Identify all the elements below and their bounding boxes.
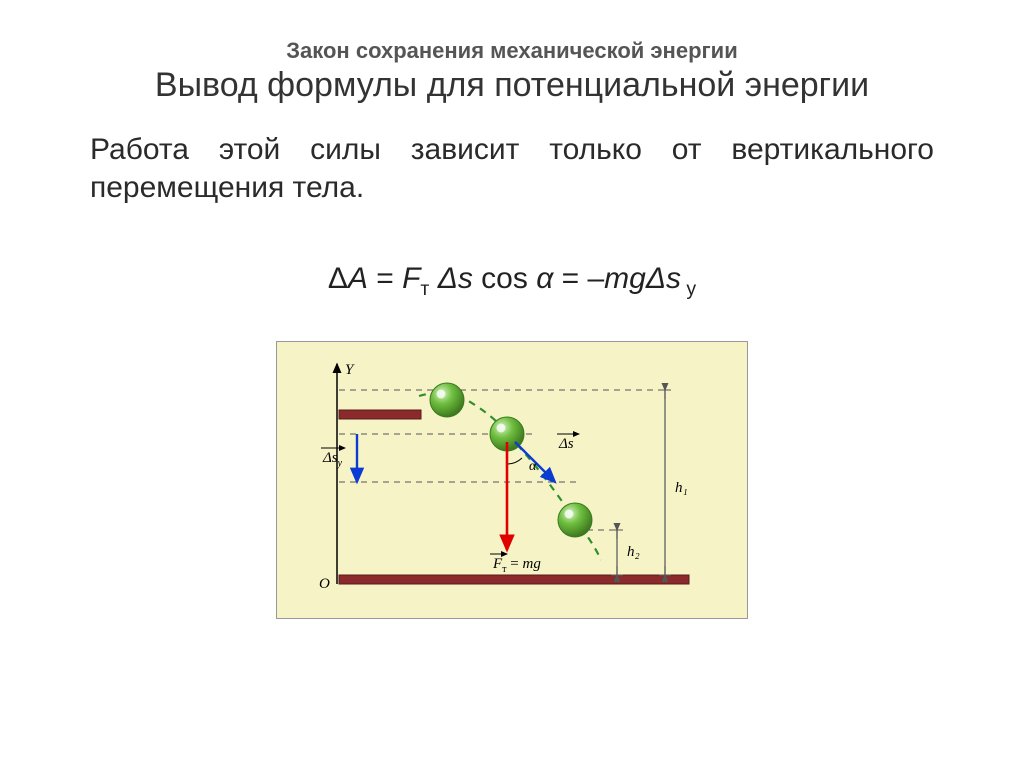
physics-diagram: YOΔsyΔsαFт = mgh₁h₂ [276, 341, 748, 619]
slide-pretitle: Закон сохранения механической энергии [60, 38, 964, 64]
svg-text:Δs: Δs [558, 436, 574, 452]
svg-text:h₂: h₂ [627, 544, 640, 560]
slide-title: Вывод формулы для потенциальной энергии [60, 66, 964, 105]
svg-text:O: O [319, 576, 330, 592]
svg-text:h₁: h₁ [675, 480, 688, 496]
body-paragraph: Работа этой силы зависит только от верти… [90, 131, 934, 206]
svg-text:α: α [529, 459, 537, 474]
formula: ΔA = Fт Δs cos α = –mgΔs y [60, 262, 964, 301]
